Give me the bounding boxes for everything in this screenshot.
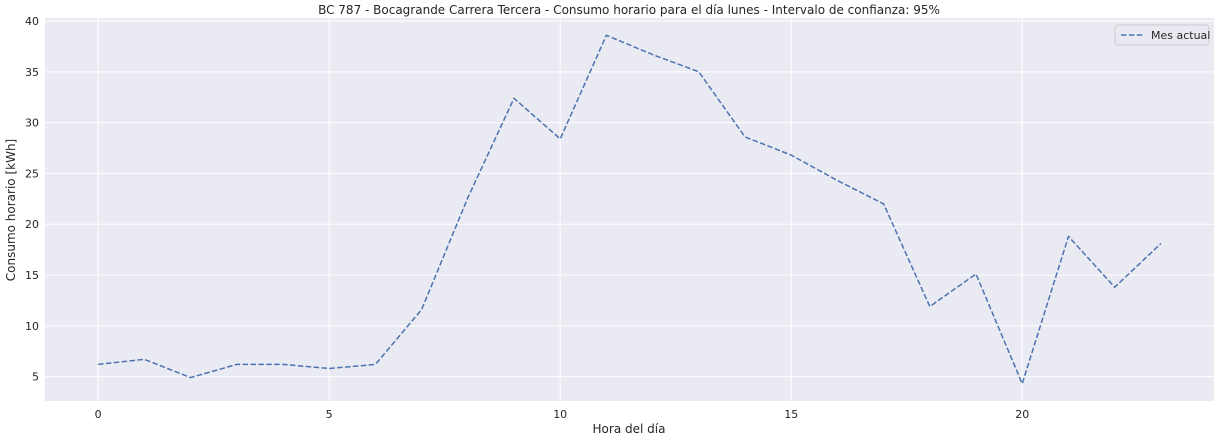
y-tick-label: 5 [32,371,39,384]
y-tick-label: 30 [25,117,39,130]
y-tick-label: 25 [25,167,39,180]
legend-box [1114,24,1210,46]
plot-background [45,18,1214,401]
legend-label: Mes actual [1151,29,1210,42]
x-axis-label: Hora del día [593,422,666,436]
grid-lines [45,18,1214,401]
x-tick-label: 10 [553,408,567,421]
y-tick-label: 15 [25,269,39,282]
y-tick-labels: 5 10 15 20 25 30 35 40 [25,15,39,384]
series-line [98,34,1162,385]
x-tick-labels: 0 5 10 15 20 [95,408,1030,421]
chart-title: BC 787 - Bocagrande Carrera Tercera - Co… [318,3,940,17]
x-tick-label: 20 [1015,408,1029,421]
x-tick-label: 5 [326,408,333,421]
y-tick-label: 20 [25,218,39,231]
y-tick-label: 40 [25,15,39,28]
y-tick-label: 35 [25,66,39,79]
x-tick-label: 15 [784,408,798,421]
y-tick-label: 10 [25,320,39,333]
x-tick-label: 0 [95,408,102,421]
series-lines [98,34,1162,385]
y-axis-label: Consumo horario [kWh] [4,139,18,281]
legend: Mes actual [1114,24,1210,46]
